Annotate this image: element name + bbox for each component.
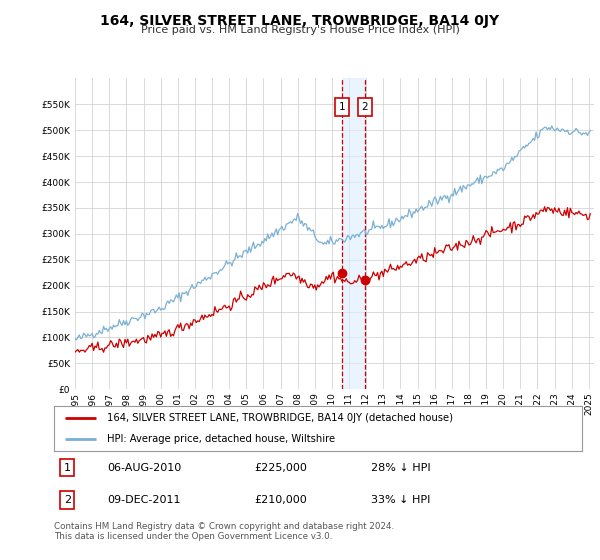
Text: 28% ↓ HPI: 28% ↓ HPI (371, 463, 430, 473)
Text: £210,000: £210,000 (254, 495, 307, 505)
Text: 06-AUG-2010: 06-AUG-2010 (107, 463, 181, 473)
Text: 09-DEC-2011: 09-DEC-2011 (107, 495, 181, 505)
Bar (342, 78, 365, 389)
Text: 1: 1 (338, 102, 345, 112)
Text: Price paid vs. HM Land Registry's House Price Index (HPI): Price paid vs. HM Land Registry's House … (140, 25, 460, 35)
Text: 1: 1 (64, 463, 71, 473)
Text: 2: 2 (362, 102, 368, 112)
Text: £225,000: £225,000 (254, 463, 308, 473)
Text: Contains HM Land Registry data © Crown copyright and database right 2024.
This d: Contains HM Land Registry data © Crown c… (54, 522, 394, 542)
Text: HPI: Average price, detached house, Wiltshire: HPI: Average price, detached house, Wilt… (107, 433, 335, 444)
Text: 164, SILVER STREET LANE, TROWBRIDGE, BA14 0JY: 164, SILVER STREET LANE, TROWBRIDGE, BA1… (100, 14, 500, 28)
Text: 2: 2 (64, 495, 71, 505)
Text: 164, SILVER STREET LANE, TROWBRIDGE, BA14 0JY (detached house): 164, SILVER STREET LANE, TROWBRIDGE, BA1… (107, 413, 453, 423)
Text: 33% ↓ HPI: 33% ↓ HPI (371, 495, 430, 505)
